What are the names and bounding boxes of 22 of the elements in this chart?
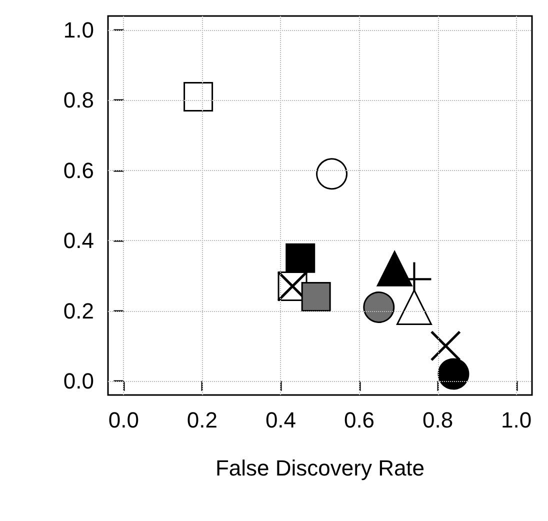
point — [430, 330, 461, 361]
point — [301, 282, 331, 312]
y-tick-label: 0.8 — [63, 88, 94, 113]
point — [316, 158, 348, 190]
point — [438, 358, 470, 390]
point — [286, 243, 316, 273]
y-tick-label: 0.0 — [63, 368, 94, 394]
x-tick-label: 0.4 — [265, 408, 296, 432]
point — [363, 292, 395, 324]
y-tick-label: 1.0 — [63, 18, 94, 43]
point — [184, 82, 214, 112]
y-tick-label: 0.6 — [63, 158, 94, 183]
point — [376, 250, 412, 286]
x-tick-label: 0.2 — [186, 408, 218, 432]
y-tick-label: 0.4 — [63, 228, 94, 254]
y-tick-label: 0.2 — [63, 298, 94, 324]
x-tick-label: 0.0 — [108, 408, 139, 432]
x-tick-label: 1.0 — [501, 408, 532, 432]
x-tick-label: 0.6 — [344, 408, 375, 432]
point — [396, 290, 432, 326]
x-axis-title: False Discovery Rate — [215, 456, 425, 480]
x-tick-label: 0.8 — [422, 408, 454, 432]
